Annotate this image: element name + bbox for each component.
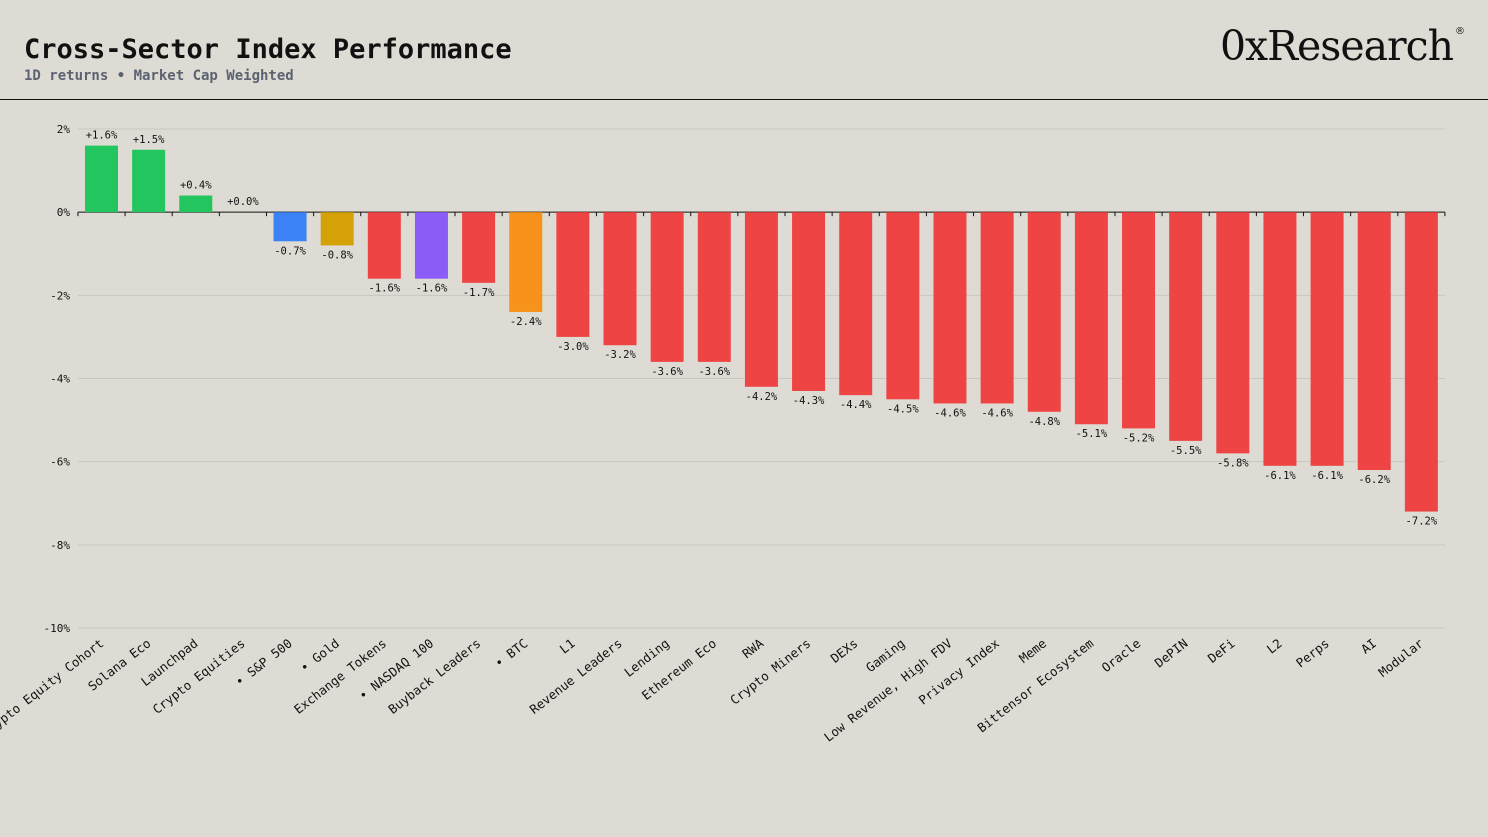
- x-tick-label: AI: [1358, 636, 1379, 657]
- data-label: -6.2%: [1358, 474, 1390, 486]
- bar: [603, 212, 637, 346]
- x-tick-label: Oracle: [1099, 636, 1144, 676]
- bar: [650, 212, 684, 362]
- bar: [132, 149, 166, 213]
- data-label: -1.7%: [463, 287, 495, 299]
- data-label: -5.8%: [1217, 457, 1249, 469]
- bar: [1216, 212, 1250, 454]
- bar: [744, 212, 778, 387]
- data-label: -4.3%: [793, 395, 825, 407]
- x-tick-label: Meme: [1016, 636, 1049, 666]
- bar: [933, 212, 967, 404]
- bar: [1310, 212, 1344, 466]
- bar: [320, 212, 354, 246]
- data-labels: +1.6% +1.5% +0.4% +0.0% -0.7% -0.8% -1.6% -1.6%…: [86, 130, 1438, 528]
- x-tick-label: L2: [1264, 636, 1285, 657]
- data-label: -3.2%: [604, 349, 636, 361]
- data-label: -6.1%: [1264, 470, 1296, 482]
- y-tick-label: -10%: [44, 622, 71, 635]
- brand-name: 0xResearch: [1219, 22, 1454, 70]
- y-tick-label: 0%: [57, 206, 71, 219]
- bar: [1027, 212, 1061, 412]
- x-tick-label: Crypto Miners: [727, 636, 813, 708]
- data-label: +1.6%: [86, 130, 118, 142]
- bar: [839, 212, 873, 396]
- data-label: -5.2%: [1123, 432, 1155, 444]
- brand-logo: 0xResearch ®: [1219, 22, 1465, 70]
- x-tick-label: DeFi: [1205, 636, 1238, 666]
- x-tick-label: DEXs: [828, 636, 861, 666]
- bar: [792, 212, 826, 391]
- data-label: -1.6%: [369, 283, 401, 295]
- data-label: +0.4%: [180, 180, 212, 192]
- registered-mark: ®: [1455, 26, 1465, 37]
- bar: [367, 212, 401, 279]
- bar: [1074, 212, 1108, 425]
- data-label: -3.6%: [651, 366, 683, 378]
- y-tick-label: -2%: [50, 289, 70, 302]
- bar: [886, 212, 920, 400]
- data-label: -4.6%: [934, 407, 966, 419]
- y-axis-ticks: 2% 0% -2% -4% -6% -8% -10%: [44, 123, 71, 635]
- data-label: -3.6%: [698, 366, 730, 378]
- data-label: +0.0%: [227, 196, 259, 208]
- bar: [273, 212, 307, 242]
- data-label: -0.8%: [321, 249, 353, 261]
- y-tick-label: -6%: [50, 456, 70, 469]
- bars: [85, 145, 1438, 512]
- bar: [980, 212, 1014, 404]
- x-tick-label: Modular: [1375, 635, 1426, 680]
- chart-title: Cross-Sector Index Performance: [24, 34, 512, 65]
- data-label: -4.8%: [1028, 416, 1060, 428]
- x-tick-label: Privacy Index: [916, 635, 1003, 707]
- bar: [556, 212, 590, 337]
- x-tick-label: DePIN: [1152, 636, 1191, 671]
- y-tick-label: -4%: [50, 373, 70, 386]
- bar: [697, 212, 731, 362]
- bar: [179, 195, 213, 213]
- x-tick-label: L1: [557, 636, 578, 657]
- bar: [414, 212, 448, 279]
- bar: [1263, 212, 1297, 466]
- data-label: -5.5%: [1170, 445, 1202, 457]
- data-label: -7.2%: [1406, 516, 1438, 528]
- bar: [1169, 212, 1203, 441]
- chart-header: Cross-Sector Index Performance 1D return…: [0, 0, 1488, 100]
- y-tick-label: 2%: [57, 123, 71, 136]
- data-label: -3.0%: [557, 341, 589, 353]
- data-label: -4.6%: [981, 407, 1013, 419]
- data-label: -4.5%: [887, 403, 919, 415]
- bar: [462, 212, 496, 283]
- bar: [85, 145, 118, 213]
- x-tick-label: RWA: [739, 635, 766, 661]
- x-tick-label: Perps: [1293, 636, 1332, 671]
- data-label: -2.4%: [510, 316, 542, 328]
- bar: [1357, 212, 1391, 470]
- data-label: -5.1%: [1076, 428, 1108, 440]
- chart-subtitle: 1D returns • Market Cap Weighted: [24, 68, 294, 84]
- bar: [1404, 212, 1438, 512]
- bar-chart: 2% 0% -2% -4% -6% -8% -10% +1.6% +1.5% +0.4% +0.0…: [0, 123, 1446, 745]
- data-label: -4.2%: [746, 391, 778, 403]
- data-label: -1.6%: [416, 283, 448, 295]
- y-tick-label: -8%: [50, 539, 70, 552]
- data-label: +1.5%: [133, 134, 165, 146]
- x-tick-label: • BTC: [492, 636, 531, 671]
- data-label: -6.1%: [1311, 470, 1343, 482]
- bar: [1122, 212, 1156, 429]
- data-label: -4.4%: [840, 399, 872, 411]
- bar: [509, 212, 543, 312]
- data-label: -0.7%: [274, 245, 306, 257]
